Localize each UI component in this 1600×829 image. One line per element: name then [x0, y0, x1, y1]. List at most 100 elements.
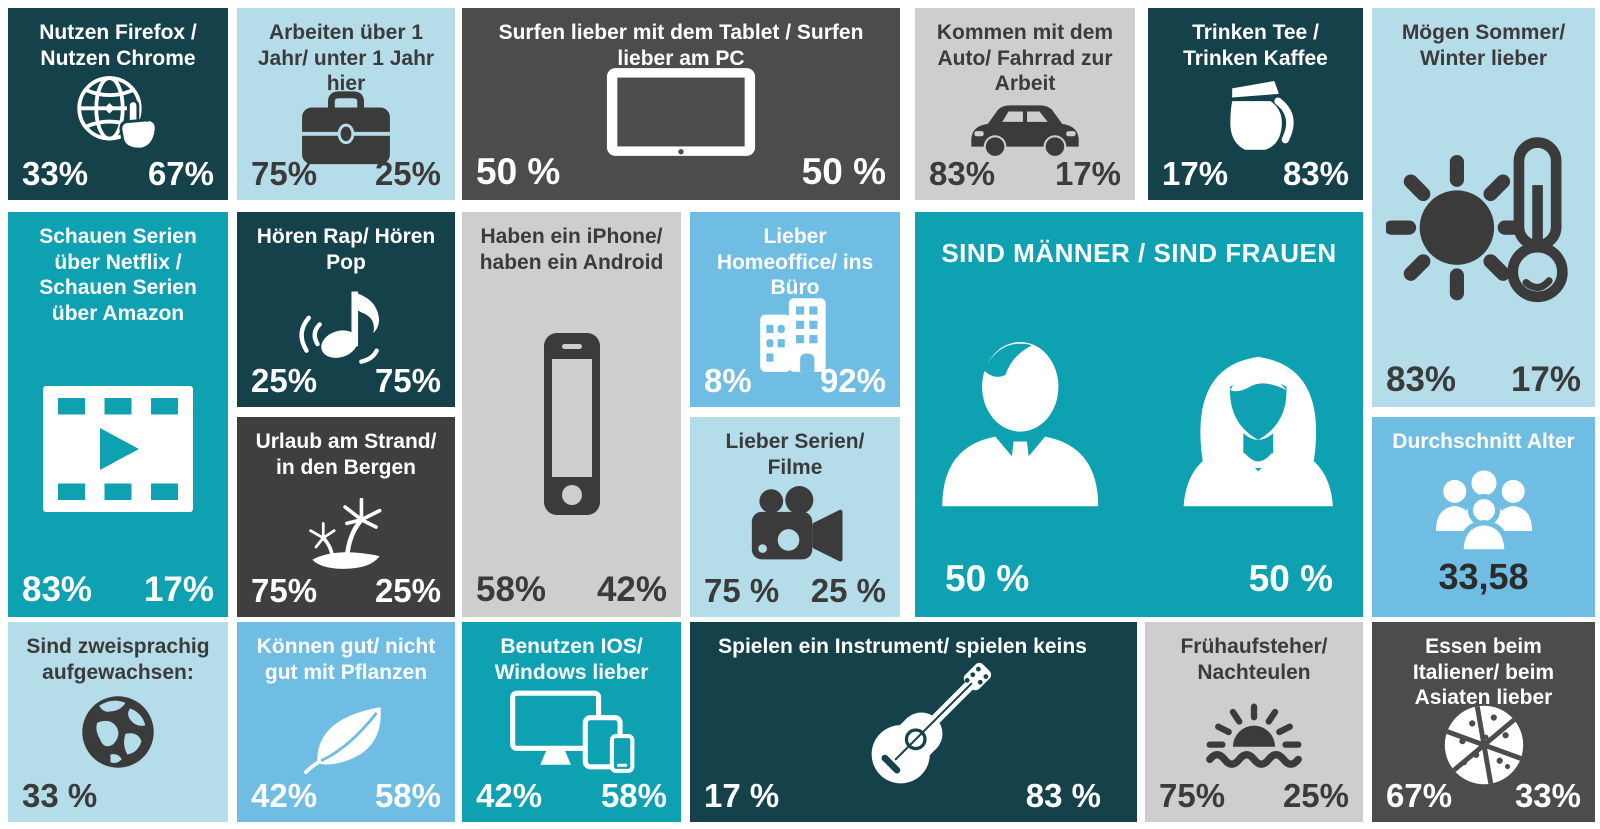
- pizza-icon: [1386, 705, 1581, 785]
- tile-ios-windows: Benutzen IOS/ Windows lieber 42% 58%: [462, 622, 681, 822]
- tile-auto-fahrrad: Kommen mit dem Auto/ Fahrrad zur Arbeit …: [915, 8, 1135, 200]
- value-left: 58%: [476, 570, 547, 609]
- value-single: 33 %: [22, 777, 98, 814]
- value-left: 50 %: [945, 558, 1030, 599]
- tile-rap-pop: Hören Rap/ Hören Pop 25% 75%: [237, 212, 455, 407]
- tile-title: Hören Rap/ Hören Pop: [256, 225, 436, 274]
- value-left: 75%: [251, 155, 318, 192]
- value-left: 83%: [929, 155, 996, 192]
- value-right: 58%: [600, 777, 667, 814]
- tile-title: Haben ein iPhone/ haben ein Android: [479, 225, 664, 274]
- value-right: 25%: [1282, 777, 1349, 814]
- music-note-icon: [251, 275, 441, 364]
- value-left: 42%: [476, 777, 543, 814]
- value-left: 83%: [1386, 360, 1457, 399]
- value-left: 67%: [1386, 777, 1453, 814]
- woman-icon: [1183, 356, 1333, 507]
- film-play-icon: [22, 326, 214, 572]
- tile-homeoffice-buero: Lieber Homeoffice/ ins Büro 8% 92%: [690, 212, 900, 407]
- tile-title: Nutzen Firefox / Nutzen Chrome: [39, 21, 197, 70]
- tile-urlaub-strand-berge: Urlaub am Strand/ in den Bergen 75% 25%: [237, 417, 455, 617]
- value-right: 42%: [596, 570, 667, 609]
- value-left: 17 %: [704, 777, 780, 814]
- tile-tee-kaffee: Trinken Tee / Trinken Kaffee 17% 83%: [1148, 8, 1363, 200]
- tile-title: Benutzen IOS/ Windows lieber: [494, 635, 649, 684]
- tile-title: SIND MÄNNER / SIND FRAUEN: [941, 238, 1337, 268]
- tile-title: Mögen Sommer/ Winter lieber: [1401, 21, 1566, 70]
- value-single: 33,58: [1438, 556, 1529, 597]
- value-right: 25%: [374, 155, 441, 192]
- briefcase-icon: [251, 91, 441, 165]
- value-right: 50 %: [1248, 558, 1333, 599]
- guitar-icon: [840, 643, 1012, 820]
- value-right: 25 %: [810, 572, 886, 609]
- tile-italiener-asiate: Essen beim Italiener/ beim Asiaten liebe…: [1372, 622, 1595, 822]
- tile-durchschnitt-alter: Durchschnitt Alter 33,58: [1372, 417, 1595, 617]
- value-right: 58%: [374, 777, 441, 814]
- tile-serien-filme: Lieber Serien/ Filme 75 % 25 %: [690, 417, 900, 617]
- car-icon: [929, 97, 1121, 157]
- palm-island-icon: [251, 480, 441, 574]
- tile-iphone-android: Haben ein iPhone/ haben ein Android 58% …: [462, 212, 681, 617]
- tile-title: Lieber Homeoffice/ ins Büro: [716, 225, 874, 300]
- value-left: 75%: [1159, 777, 1226, 814]
- tile-sommer-winter: Mögen Sommer/ Winter lieber: [1372, 8, 1595, 407]
- tile-maenner-frauen: SIND MÄNNER / SIND FRAUEN 50 % 50 %: [915, 212, 1363, 617]
- tile-title: Können gut/ nicht gut mit Pflanzen: [256, 635, 436, 684]
- tile-title: Urlaub am Strand/ in den Bergen: [255, 430, 437, 479]
- sunrise-icon: [1159, 685, 1349, 779]
- value-right: 83 %: [1025, 777, 1101, 814]
- value-right: 83%: [1282, 155, 1349, 192]
- smartphone-icon: [476, 275, 667, 572]
- value-right: 17%: [1510, 360, 1581, 399]
- globe-icon: [22, 685, 214, 779]
- tile-netflix-amazon: Schauen Serien über Netflix / Schauen Se…: [8, 212, 228, 617]
- value-left: 50 %: [476, 151, 561, 192]
- value-right: 75%: [374, 362, 441, 399]
- value-left: 75%: [251, 572, 318, 609]
- value-right: 25%: [374, 572, 441, 609]
- value-left: 42%: [251, 777, 318, 814]
- man-woman-icon: [929, 270, 1349, 560]
- value-left: 8%: [704, 362, 752, 399]
- globe-hand-icon: [22, 71, 214, 157]
- tile-title: Surfen lieber mit dem Tablet / Surfen li…: [498, 21, 864, 70]
- value-right: 17%: [1054, 155, 1121, 192]
- tile-title: Frühaufsteher/ Nachteulen: [1180, 635, 1328, 684]
- value-right: 67%: [147, 155, 214, 192]
- buildings-icon: [704, 298, 886, 373]
- man-icon: [942, 341, 1099, 507]
- value-left: 25%: [251, 362, 318, 399]
- tile-pflanzen: Können gut/ nicht gut mit Pflanzen 42% 5…: [237, 622, 455, 822]
- tile-title: Sind zweisprachig aufgewachsen:: [26, 635, 210, 684]
- movie-camera-icon: [704, 480, 886, 574]
- tile-title: Kommen mit dem Auto/ Fahrrad zur Arbeit: [936, 21, 1114, 96]
- tablet-icon: [476, 68, 886, 156]
- leaf-icon: [251, 685, 441, 779]
- tile-zweisprachig: Sind zweisprachig aufgewachsen: 33 %: [8, 622, 228, 822]
- value-right: 92%: [819, 362, 886, 399]
- value-left: 75 %: [704, 572, 780, 609]
- devices-icon: [476, 685, 667, 779]
- value-left: 83%: [22, 570, 93, 609]
- tile-title: Durchschnitt Alter: [1392, 430, 1575, 453]
- tile-firefox-chrome: Nutzen Firefox / Nutzen Chrome 3: [8, 8, 228, 200]
- tile-arbeiten-jahre: Arbeiten über 1 Jahr/ unter 1 Jahr hier …: [237, 8, 455, 200]
- tile-title: Essen beim Italiener/ beim Asiaten liebe…: [1412, 635, 1555, 710]
- tile-title: Lieber Serien/ Filme: [725, 430, 865, 479]
- value-left: 17%: [1162, 155, 1229, 192]
- tile-title: Spielen ein Instrument/ spielen keins: [718, 635, 1087, 658]
- value-right: 33%: [1514, 777, 1581, 814]
- tile-title: Arbeiten über 1 Jahr/ unter 1 Jahr hier: [257, 21, 435, 96]
- tile-tablet-pc: Surfen lieber mit dem Tablet / Surfen li…: [462, 8, 900, 200]
- coffee-pot-icon: [1162, 71, 1349, 157]
- people-group-icon: [1386, 455, 1581, 559]
- value-left: 33%: [22, 155, 89, 192]
- tile-title: Trinken Tee / Trinken Kaffee: [1183, 21, 1328, 70]
- value-right: 17%: [143, 570, 214, 609]
- sun-thermometer-icon: [1386, 71, 1581, 362]
- value-right: 50 %: [801, 151, 886, 192]
- tile-title: Schauen Serien über Netflix / Schauen Se…: [39, 225, 197, 325]
- tile-fruehaufsteher: Frühaufsteher/ Nachteulen 75% 25%: [1145, 622, 1363, 822]
